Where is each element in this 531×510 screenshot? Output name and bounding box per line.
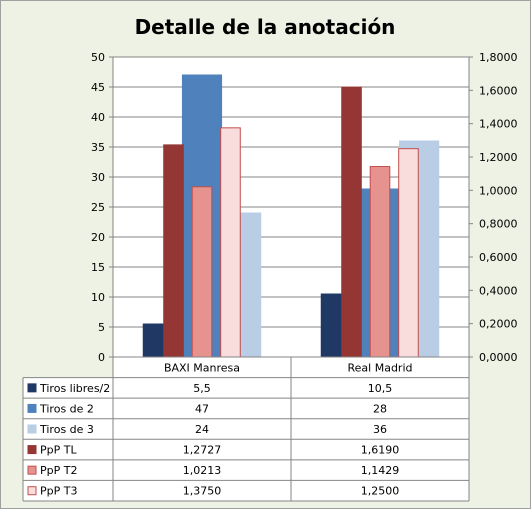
table-cell-value: 1,3750 bbox=[183, 485, 222, 498]
right-tick-label: 0,6000 bbox=[479, 251, 518, 264]
table-cell-value: 1,6190 bbox=[361, 444, 400, 457]
left-tick-label: 10 bbox=[91, 291, 105, 304]
left-tick-label: 30 bbox=[91, 171, 105, 184]
table-cell-value: 5,5 bbox=[193, 382, 211, 395]
bar bbox=[191, 186, 213, 358]
right-tick-label: 0,4000 bbox=[479, 284, 518, 297]
legend-swatch bbox=[27, 383, 37, 393]
table-cell-value: 1,2727 bbox=[183, 444, 222, 457]
table-cell-value: 47 bbox=[195, 402, 209, 415]
table-cell-value: 28 bbox=[373, 402, 387, 415]
table-cell-value: 24 bbox=[195, 423, 209, 436]
left-tick-label: 5 bbox=[98, 321, 105, 334]
right-tick-label: 0,8000 bbox=[479, 218, 518, 231]
table-cell-value: 1,2500 bbox=[361, 485, 400, 498]
data-table: BAXI Manresa Real Madrid Tiros libres/2 5,5… bbox=[22, 356, 470, 502]
chart-title: Detalle de la anotación bbox=[135, 15, 396, 39]
table-cell-value: 1,1429 bbox=[361, 464, 400, 477]
right-tick-label: 0,2000 bbox=[479, 318, 518, 331]
left-tick-label: 40 bbox=[91, 111, 105, 124]
legend-label: PpP TL bbox=[40, 444, 77, 457]
legend-label: PpP T3 bbox=[40, 485, 77, 498]
right-tick-label: 1,0000 bbox=[479, 184, 518, 197]
left-tick-label: 50 bbox=[91, 51, 105, 64]
legend-label: PpP T2 bbox=[40, 464, 77, 477]
legend-label: Tiros de 2 bbox=[39, 402, 94, 415]
bar bbox=[163, 144, 184, 358]
table-cell-value: 10,5 bbox=[368, 382, 393, 395]
left-tick-label: 35 bbox=[91, 141, 105, 154]
left-tick-label: 20 bbox=[91, 231, 105, 244]
bars bbox=[142, 74, 440, 358]
legend-swatch bbox=[27, 445, 37, 455]
right-tick-label: 1,4000 bbox=[479, 118, 518, 131]
legend-swatch bbox=[27, 465, 37, 475]
table-cell-value: 1,0213 bbox=[183, 464, 222, 477]
legend-label: Tiros de 3 bbox=[39, 423, 94, 436]
bar bbox=[220, 127, 241, 358]
right-tick-label: 1,8000 bbox=[479, 51, 518, 64]
axes: 0 5 10 15 20 25 30 35 40 45 50 0,0000 0,2000 0,4000 0,… bbox=[91, 51, 518, 364]
legend-swatch bbox=[27, 403, 37, 413]
left-tick-label: 15 bbox=[91, 261, 105, 274]
category-label: Real Madrid bbox=[348, 361, 413, 374]
legend-swatch bbox=[27, 424, 37, 434]
legend-label: Tiros libres/2 bbox=[39, 382, 110, 395]
right-tick-label: 1,2000 bbox=[479, 151, 518, 164]
bar bbox=[369, 166, 391, 358]
bar bbox=[398, 148, 419, 358]
right-tick-label: 0,0000 bbox=[479, 351, 518, 364]
table-cell-value: 36 bbox=[373, 423, 387, 436]
category-label: BAXI Manresa bbox=[164, 361, 240, 374]
left-tick-label: 45 bbox=[91, 81, 105, 94]
left-tick-label: 0 bbox=[98, 351, 105, 364]
right-tick-label: 1,6000 bbox=[479, 84, 518, 97]
left-tick-label: 25 bbox=[91, 201, 105, 214]
bar bbox=[341, 86, 362, 358]
legend-swatch bbox=[27, 486, 37, 496]
